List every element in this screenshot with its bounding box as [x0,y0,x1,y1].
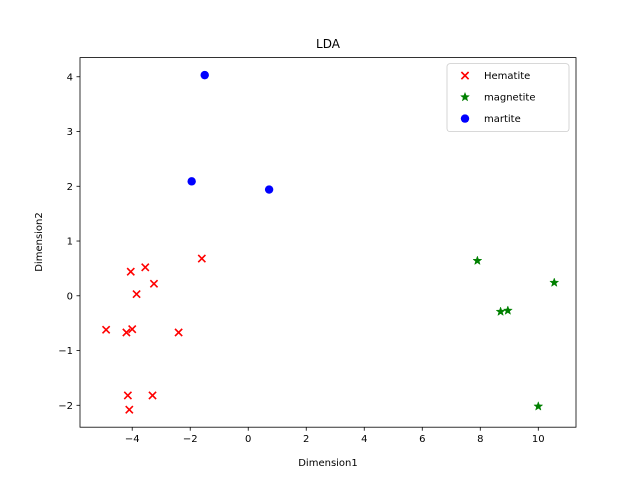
x-axis-label: Dimension1 [298,458,358,469]
x-tick-label: 4 [361,434,367,445]
data-point-hematite [148,391,157,400]
y-tick-label: 1 [67,237,73,248]
data-point-hematite [126,267,135,276]
legend-marker-hematite [460,71,470,80]
data-point-hematite [132,289,141,299]
data-point-hematite [122,328,131,337]
x-tick-label: −4 [125,434,140,445]
y-tick-label: 2 [67,182,73,193]
y-axis-label: Dimension2 [34,212,45,272]
data-point-hematite [141,263,150,272]
data-point-hematite [101,325,111,334]
data-point-magnetite [495,306,506,316]
legend: Hematite magnetite martite [446,63,570,132]
data-point-martite [264,185,274,194]
x-tick-label: 0 [245,434,251,445]
data-point-magnetite [533,401,544,411]
data-point-hematite [128,325,137,334]
legend-label-martite: martite [484,114,521,125]
y-tick-label: −1 [58,346,73,357]
legend-box [446,63,570,132]
y-tick-label: 3 [67,127,73,138]
y-axis: −2 −1 0 1 2 3 4 [58,72,80,412]
legend-label-magnetite: magnetite [484,93,535,104]
y-tick-label: −2 [58,401,73,412]
data-point-hematite [174,328,183,337]
legend-marker-magnetite [459,91,471,102]
data-point-magnetite [472,255,483,266]
x-axis: −4 −2 0 2 4 6 8 10 [125,427,545,445]
y-tick-label: 0 [67,291,73,302]
chart-title: LDA [316,37,341,51]
x-tick-label: 6 [419,434,425,445]
legend-label-hematite: Hematite [484,71,530,82]
y-tick-label: 4 [67,72,73,83]
x-tick-label: 10 [532,434,545,445]
data-point-martite [187,177,196,186]
data-point-magnetite [549,277,560,287]
legend-marker-martite [460,114,470,123]
data-point-hematite [197,254,206,263]
data-point-hematite [149,279,159,288]
data-point-martite [200,70,209,80]
data-point-hematite [123,391,133,400]
plot-frame [79,57,577,428]
data-point-hematite [125,405,134,414]
x-tick-label: 8 [477,434,483,445]
data-point-magnetite [502,305,513,315]
x-tick-label: −2 [183,434,198,445]
plot-content [101,70,560,414]
x-tick-label: 2 [303,434,309,445]
